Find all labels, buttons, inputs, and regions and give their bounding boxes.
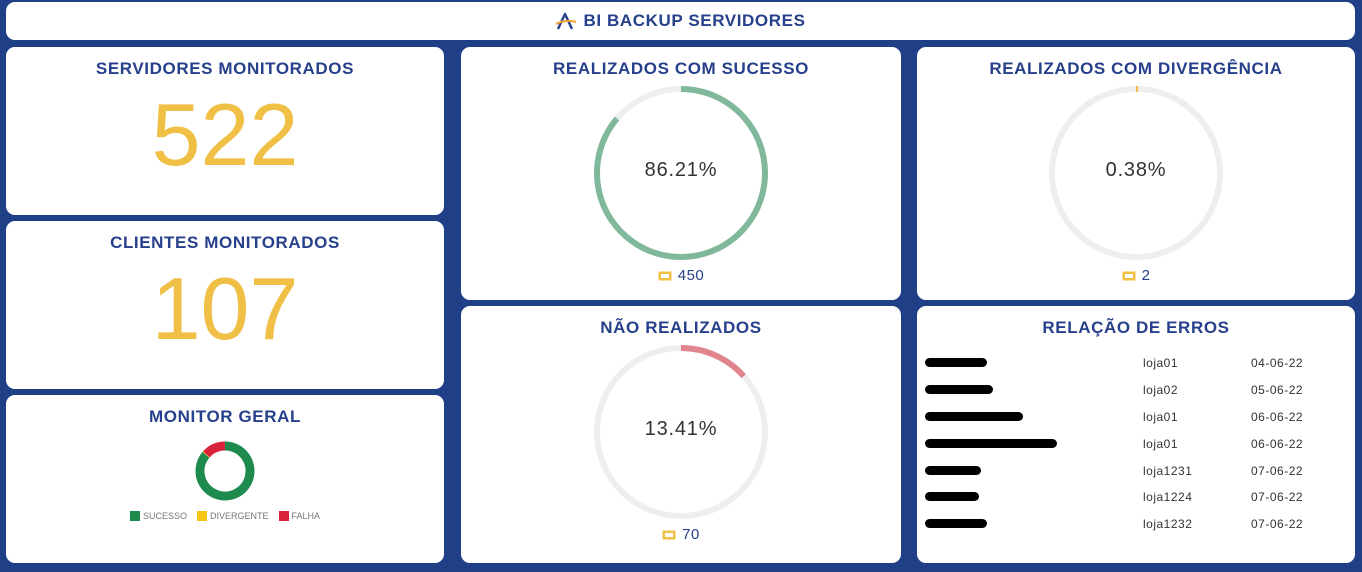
legend-label: DIVERGENTE xyxy=(209,511,269,521)
divergence-progress-ring xyxy=(1049,86,1223,260)
clients-title: CLIENTES MONITORADOS xyxy=(110,233,340,252)
success-count-row: 450 xyxy=(461,267,901,284)
error-date: 07-06-22 xyxy=(1251,517,1304,532)
error-store: loja01 xyxy=(1143,356,1179,371)
table-row[interactable]: loja1232 07-06-22 xyxy=(925,511,1347,538)
error-date: 07-06-22 xyxy=(1251,490,1304,505)
monitor-legend: SUCESSO DIVERGENTE FALHA xyxy=(6,511,444,521)
not-done-count: 70 xyxy=(682,526,700,543)
error-store: loja01 xyxy=(1143,409,1179,424)
redacted-server-name xyxy=(925,383,1143,397)
page-title: BI BACKUP SERVIDORES xyxy=(583,11,806,30)
redacted-server-name xyxy=(925,437,1143,451)
redacted-server-name xyxy=(925,464,1143,478)
error-store: loja1232 xyxy=(1143,517,1193,532)
error-date: 06-06-22 xyxy=(1251,409,1304,424)
legend-item-divergente[interactable]: DIVERGENTE xyxy=(196,511,269,521)
success-card: REALIZADOS COM SUCESSO 86.21% 450 xyxy=(461,47,901,300)
table-row[interactable]: loja1224 07-06-22 xyxy=(925,484,1347,511)
ticket-icon xyxy=(1122,271,1136,280)
error-date: 05-06-22 xyxy=(1251,383,1304,398)
success-percent: 86.21% xyxy=(644,159,718,181)
table-row[interactable]: loja01 06-06-22 xyxy=(925,404,1347,431)
legend-item-sucesso[interactable]: SUCESSO xyxy=(129,511,187,521)
not-done-title: NÃO REALIZADOS xyxy=(600,318,762,337)
not-done-count-row: 70 xyxy=(461,526,901,543)
table-row[interactable]: loja01 04-06-22 xyxy=(925,350,1347,377)
clients-card: CLIENTES MONITORADOS 107 xyxy=(6,221,444,389)
redacted-server-name xyxy=(925,356,1143,370)
servers-count: 522 xyxy=(151,85,299,184)
header-bar: BI BACKUP SERVIDORES xyxy=(6,2,1355,40)
legend-swatch xyxy=(129,511,140,521)
legend-label: FALHA xyxy=(291,511,321,521)
not-done-percent: 13.41% xyxy=(644,418,718,440)
error-date: 06-06-22 xyxy=(1251,436,1304,451)
divergence-percent: 0.38% xyxy=(1105,159,1167,181)
success-arc xyxy=(594,86,768,260)
redacted-server-name xyxy=(925,517,1143,531)
divergence-count: 2 xyxy=(1141,267,1151,284)
divergence-title: REALIZADOS COM DIVERGÊNCIA xyxy=(989,59,1283,78)
monitor-donut-chart[interactable] xyxy=(193,439,257,503)
ticket-icon xyxy=(658,271,672,280)
table-row[interactable]: loja1231 07-06-22 xyxy=(925,457,1347,484)
servers-card: SERVIDORES MONITORADOS 522 xyxy=(6,47,444,215)
divergence-count-row: 2 xyxy=(917,267,1355,284)
table-row[interactable]: loja01 06-06-22 xyxy=(925,430,1347,457)
monitor-card: MONITOR GERAL SUCESSO DIVERGENTE FALHA xyxy=(6,395,444,563)
success-progress-ring xyxy=(594,86,768,260)
error-store: loja02 xyxy=(1143,383,1179,398)
ticket-icon xyxy=(662,530,676,539)
not-done-progress-ring xyxy=(594,345,768,519)
errors-table: loja01 04-06-22 loja02 05-06-22 loja01 0… xyxy=(925,350,1347,538)
success-count: 450 xyxy=(677,267,705,284)
a-logo-icon xyxy=(556,12,577,30)
error-date: 07-06-22 xyxy=(1251,463,1304,478)
not-done-card: NÃO REALIZADOS 13.41% 70 xyxy=(461,306,901,563)
table-row[interactable]: loja02 05-06-22 xyxy=(925,377,1347,404)
legend-swatch xyxy=(196,511,207,521)
divergence-card: REALIZADOS COM DIVERGÊNCIA 0.38% 2 xyxy=(917,47,1355,300)
errors-title: RELAÇÃO DE ERROS xyxy=(1042,318,1230,337)
error-date: 04-06-22 xyxy=(1251,356,1304,371)
monitor-title: MONITOR GERAL xyxy=(149,407,301,426)
slice-falha[interactable] xyxy=(202,441,226,458)
error-store: loja1224 xyxy=(1143,490,1193,505)
redacted-server-name xyxy=(925,410,1143,424)
servers-title: SERVIDORES MONITORADOS xyxy=(95,59,355,78)
error-store: loja01 xyxy=(1143,436,1179,451)
brand: BI BACKUP SERVIDORES xyxy=(555,11,805,31)
legend-swatch xyxy=(278,511,289,521)
errors-card: RELAÇÃO DE ERROS loja01 04-06-22 loja02 … xyxy=(917,306,1355,563)
clients-count: 107 xyxy=(151,259,299,358)
legend-item-falha[interactable]: FALHA xyxy=(278,511,321,521)
not-done-arc xyxy=(680,345,746,379)
slice-sucesso[interactable] xyxy=(195,441,255,501)
redacted-server-name xyxy=(925,490,1143,504)
success-title: REALIZADOS COM SUCESSO xyxy=(553,59,809,78)
error-store: loja1231 xyxy=(1143,463,1193,478)
legend-label: SUCESSO xyxy=(142,511,187,521)
